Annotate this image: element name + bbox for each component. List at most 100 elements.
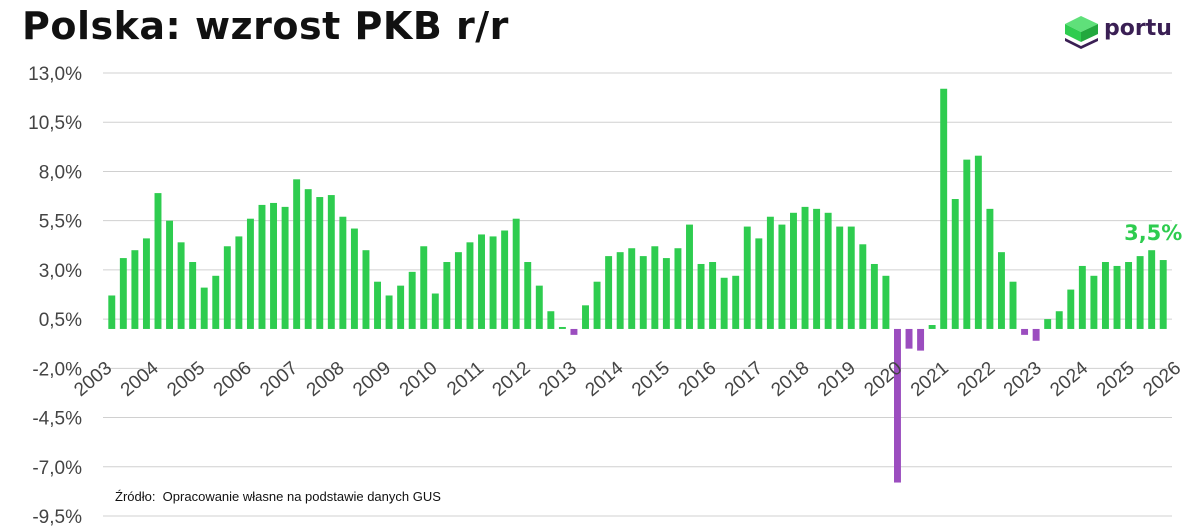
x-tick-label: 2014 — [582, 357, 628, 401]
bar — [732, 276, 739, 329]
y-tick-label: -9,5% — [32, 507, 82, 528]
bar — [674, 248, 681, 329]
y-tick-label: -2,0% — [32, 359, 82, 380]
bar — [1021, 329, 1028, 335]
bar — [1090, 276, 1097, 329]
bar — [859, 244, 866, 329]
bar — [929, 325, 936, 329]
bar — [305, 189, 312, 329]
bar — [1033, 329, 1040, 341]
bar — [594, 282, 601, 329]
bar — [524, 262, 531, 329]
bar — [963, 160, 970, 329]
y-tick-label: 13,0% — [28, 64, 82, 85]
bar — [894, 329, 901, 483]
bar — [1114, 266, 1121, 329]
bar — [189, 262, 196, 329]
bar — [709, 262, 716, 329]
bar — [316, 197, 323, 329]
bars — [108, 89, 1166, 483]
bar — [374, 282, 381, 329]
x-tick-label: 2023 — [1000, 358, 1046, 401]
bar — [605, 256, 612, 329]
bar — [490, 236, 497, 329]
x-tick-label: 2013 — [535, 358, 581, 401]
bar — [143, 238, 150, 329]
x-tick-label: 2022 — [953, 358, 999, 401]
y-tick-label: -7,0% — [32, 458, 82, 479]
last-value-label: 3,5% — [1124, 221, 1182, 245]
bar — [501, 231, 508, 329]
bar — [178, 242, 185, 329]
bar — [420, 246, 427, 329]
bar — [582, 305, 589, 329]
bar — [432, 294, 439, 329]
bar — [617, 252, 624, 329]
bar — [651, 246, 658, 329]
x-tick-label: 2012 — [489, 358, 535, 401]
bar — [998, 252, 1005, 329]
x-tick-label: 2021 — [907, 358, 953, 401]
y-tick-label: 10,5% — [28, 113, 82, 134]
bar — [836, 227, 843, 329]
bar — [686, 225, 693, 329]
bar — [351, 229, 358, 329]
bar — [212, 276, 219, 329]
bar — [339, 217, 346, 329]
bar — [906, 329, 913, 349]
bar — [882, 276, 889, 329]
bar — [570, 329, 577, 335]
bar — [952, 199, 959, 329]
x-tick-label: 2025 — [1093, 358, 1139, 401]
bar — [802, 207, 809, 329]
x-tick-label: 2024 — [1046, 357, 1092, 401]
bar — [744, 227, 751, 329]
bar — [790, 213, 797, 329]
bar — [1148, 250, 1155, 329]
bar — [628, 248, 635, 329]
x-tick-label: 2018 — [768, 358, 814, 401]
bar — [282, 207, 289, 329]
y-axis-ticks: 13,0% 10,5% 8,0% 5,5% 3,0% 0,5% -2,0% -4,5% -7,0… — [28, 64, 82, 528]
bar — [663, 258, 670, 329]
x-tick-label: 2026 — [1139, 358, 1185, 401]
bar — [443, 262, 450, 329]
bar — [1044, 319, 1051, 329]
x-axis-ticks: 2003 2004 2005 2006 2007 2008 2009 2010 2011 2012… — [70, 357, 1185, 401]
bar — [386, 295, 393, 328]
bar — [397, 286, 404, 329]
bar — [166, 221, 173, 329]
bar — [131, 250, 138, 329]
x-tick-label: 2007 — [256, 358, 302, 401]
y-tick-label: 8,0% — [39, 162, 82, 183]
x-tick-label: 2017 — [721, 358, 767, 401]
bar — [120, 258, 127, 329]
bar — [559, 327, 566, 329]
bar — [975, 156, 982, 329]
bar — [293, 179, 300, 329]
x-tick-label: 2008 — [303, 358, 349, 401]
x-tick-label: 2016 — [675, 358, 721, 401]
bar — [848, 227, 855, 329]
x-tick-label: 2006 — [210, 358, 256, 401]
bar — [259, 205, 266, 329]
bar — [940, 89, 947, 329]
bar — [155, 193, 162, 329]
bar — [917, 329, 924, 351]
bar — [1067, 290, 1074, 329]
bar — [224, 246, 231, 329]
bar — [478, 234, 485, 329]
bar — [108, 295, 115, 328]
bar — [813, 209, 820, 329]
bar — [1160, 260, 1167, 329]
bar — [513, 219, 520, 329]
bar — [698, 264, 705, 329]
bar — [1125, 262, 1132, 329]
bar — [778, 225, 785, 329]
bar — [640, 256, 647, 329]
source-note: Źródło: Opracowanie własne na podstawie … — [115, 489, 441, 504]
x-tick-label: 2015 — [628, 358, 674, 401]
x-tick-label: 2011 — [443, 358, 488, 400]
bar — [871, 264, 878, 329]
